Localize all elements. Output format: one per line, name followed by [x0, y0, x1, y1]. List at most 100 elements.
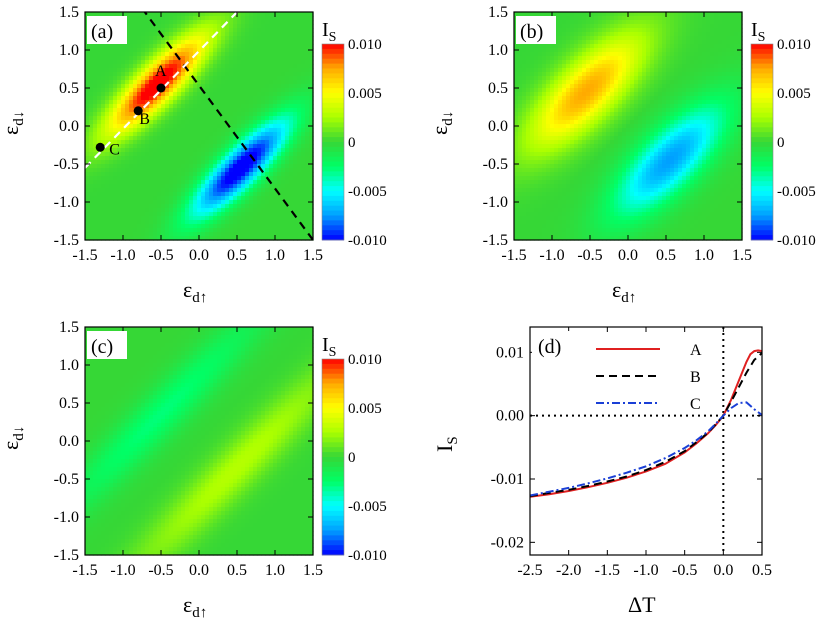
heatmap-cell — [562, 140, 567, 145]
heatmap-cell — [273, 124, 278, 129]
heatmap-cell — [293, 220, 298, 225]
heatmap-cell — [109, 212, 114, 217]
heatmap-cell — [185, 56, 190, 61]
heatmap-cell — [185, 200, 190, 205]
heatmap-cell — [173, 220, 178, 225]
heatmap-cell — [209, 44, 214, 49]
heatmap-cell — [249, 112, 254, 117]
heatmap-cell — [213, 204, 218, 209]
heatmap-cell — [109, 152, 114, 157]
heatmap-cell — [165, 160, 170, 165]
heatmap-cell — [277, 40, 282, 45]
heatmap-cell — [289, 40, 294, 45]
heatmap-cell — [117, 232, 122, 237]
heatmap-cell — [606, 140, 611, 145]
heatmap-cell — [546, 236, 551, 241]
heatmap-cell — [141, 144, 146, 149]
heatmap-cell — [109, 168, 114, 173]
heatmap-cell — [606, 164, 611, 169]
heatmap-cell — [257, 44, 262, 49]
heatmap-cell — [173, 200, 178, 205]
heatmap-cell — [141, 88, 146, 93]
heatmap-cell — [606, 100, 611, 105]
heatmap-cell — [614, 232, 619, 237]
heatmap-cell — [185, 184, 190, 189]
heatmap-cell — [245, 108, 250, 113]
heatmap-cell — [293, 128, 298, 133]
heatmap-cell — [157, 76, 162, 81]
heatmap-cell — [550, 148, 555, 153]
heatmap-cell — [530, 164, 535, 169]
heatmap-cell — [161, 200, 166, 205]
heatmap-cell — [153, 100, 158, 105]
heatmap-cell — [614, 212, 619, 217]
heatmap-cell — [570, 200, 575, 205]
heatmap-cell — [217, 228, 222, 233]
heatmap-cell — [253, 96, 258, 101]
heatmap-cell — [622, 88, 627, 93]
heatmap-cell — [141, 40, 146, 45]
heatmap-cell — [285, 96, 290, 101]
heatmap-cell — [285, 132, 290, 137]
heatmap-cell — [125, 224, 130, 229]
heatmap-cell — [85, 160, 90, 165]
colorbar-frame — [321, 43, 345, 241]
heatmap-cell — [590, 232, 595, 237]
heatmap-cell — [141, 28, 146, 33]
heatmap-cell — [241, 88, 246, 93]
heatmap-cell — [109, 128, 114, 133]
heatmap-cell — [285, 40, 290, 45]
heatmap-cell — [125, 192, 130, 197]
heatmap-cell — [618, 136, 623, 141]
heatmap-cell — [305, 180, 310, 185]
heatmap-cell — [165, 96, 170, 101]
heatmap-cell — [518, 168, 523, 173]
heatmap-cell — [137, 172, 142, 177]
colorbar-title-sub: S — [329, 30, 337, 45]
heatmap-cell — [249, 92, 254, 97]
heatmap-cell — [109, 12, 114, 17]
heatmap-cell — [233, 76, 238, 81]
heatmap-cell — [197, 28, 202, 33]
heatmap-cell — [610, 40, 615, 45]
heatmap-cell — [265, 148, 270, 153]
heatmap-cell — [554, 80, 559, 85]
heatmap-cell — [610, 12, 615, 17]
heatmap-cell — [169, 148, 174, 153]
heatmap-cell — [121, 116, 126, 121]
heatmap-cell — [610, 200, 615, 205]
heatmap-cell — [161, 176, 166, 181]
heatmap-cell — [181, 188, 186, 193]
heatmap-cell — [157, 156, 162, 161]
heatmap-cell — [598, 60, 603, 65]
heatmap-cell — [590, 72, 595, 77]
heatmap-cell — [542, 184, 547, 189]
heatmap-cell — [594, 156, 599, 161]
heatmap-cell — [125, 140, 130, 145]
heatmap-cell — [261, 168, 266, 173]
heatmap-cell — [213, 196, 218, 201]
heatmap-cell — [277, 204, 282, 209]
heatmap-cell — [105, 236, 110, 241]
heatmap-cell — [538, 56, 543, 61]
heatmap-cell — [574, 124, 579, 129]
heatmap-cell — [137, 228, 142, 233]
heatmap-cell — [209, 64, 214, 69]
heatmap-cell — [157, 168, 162, 173]
heatmap-cell — [221, 220, 226, 225]
heatmap-cell — [546, 200, 551, 205]
heatmap-cell — [189, 28, 194, 33]
xlabel-a: εd↑ — [183, 277, 207, 306]
heatmap-cell — [546, 192, 551, 197]
heatmap-cell — [249, 140, 254, 145]
heatmap-cell — [117, 64, 122, 69]
heatmap-cell — [185, 100, 190, 105]
heatmap-cell — [534, 196, 539, 201]
heatmap-cell — [241, 184, 246, 189]
heatmap-cell — [181, 216, 186, 221]
heatmap-cell — [101, 96, 106, 101]
heatmap-cell — [293, 40, 298, 45]
heatmap-cell — [225, 84, 230, 89]
heatmap-cell — [161, 68, 166, 73]
heatmap-cell — [610, 64, 615, 69]
